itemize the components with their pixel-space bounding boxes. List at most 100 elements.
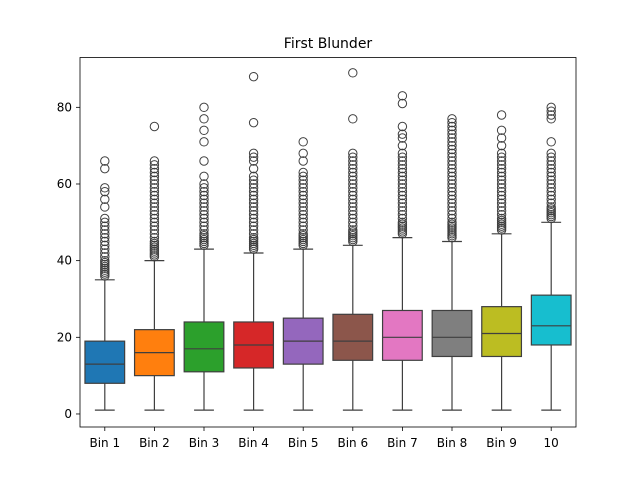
outlier-point	[199, 186, 209, 197]
outlier-point	[248, 194, 259, 205]
outlier-point	[546, 137, 556, 147]
outlier-point	[546, 163, 556, 174]
outlier-point	[149, 171, 160, 182]
outlier-point	[397, 186, 408, 197]
outlier-point	[100, 183, 110, 193]
outlier-point	[248, 117, 259, 128]
outlier-point	[248, 206, 259, 216]
outlier-point	[100, 202, 110, 212]
outlier-point	[149, 221, 160, 231]
y-tick-label: 20	[57, 330, 72, 344]
outlier-point	[546, 148, 556, 159]
x-tick-label: 10	[544, 436, 559, 450]
outlier-point	[447, 114, 457, 124]
outlier-point	[348, 156, 358, 166]
outlier-point	[496, 163, 507, 174]
y-tick-label: 80	[57, 100, 72, 114]
outlier-point	[199, 221, 209, 231]
outlier-point	[447, 160, 457, 170]
outlier-point	[100, 240, 110, 251]
outlier-point	[248, 221, 259, 231]
outlier-point	[496, 175, 507, 185]
outlier-point	[298, 217, 308, 228]
outlier-point	[397, 160, 408, 170]
axes-frame	[79, 57, 577, 428]
outlier-point	[248, 156, 259, 166]
outlier-point	[397, 175, 408, 185]
y-tick-label: 0	[64, 407, 72, 421]
outlier-point	[397, 91, 408, 101]
outlier-point	[397, 217, 408, 228]
outlier-point	[546, 194, 556, 205]
outlier-point	[397, 213, 408, 224]
outlier-point	[298, 175, 308, 185]
outlier-point	[447, 156, 457, 166]
outlier-point	[199, 229, 209, 239]
outlier-point	[447, 213, 457, 224]
outlier-point	[199, 114, 209, 124]
outlier-point	[248, 198, 259, 208]
outlier-point	[149, 229, 160, 239]
outlier-point	[248, 190, 259, 201]
outlier-point	[546, 102, 556, 113]
outlier-point	[248, 71, 259, 82]
outlier-point	[496, 160, 507, 170]
outlier-point	[496, 156, 507, 166]
outlier-point	[298, 137, 308, 147]
outlier-point	[298, 186, 308, 197]
outlier-point	[149, 160, 160, 170]
outlier-point	[348, 175, 358, 185]
outlier-point	[397, 133, 408, 143]
outlier-point	[447, 129, 457, 139]
outlier-point	[397, 171, 408, 182]
outlier-point	[447, 206, 457, 216]
outlier-point	[397, 194, 408, 205]
outlier-point	[298, 194, 308, 205]
x-axis: Bin 1 Bin 2 Bin 3 Bin 4 Bin 5 Bin 6 Bin 7 Bin 8…	[89, 427, 559, 450]
outlier-point	[496, 209, 507, 220]
outlier-point	[199, 209, 209, 220]
outlier-point	[199, 183, 209, 193]
box-group-3	[183, 102, 225, 411]
outlier-point	[546, 190, 556, 201]
box-body	[381, 309, 423, 361]
outlier-point	[199, 137, 209, 147]
outlier-point	[397, 183, 408, 193]
box-body	[183, 321, 225, 373]
outlier-point	[397, 148, 408, 159]
outlier-point	[496, 133, 507, 143]
outlier-point	[546, 110, 556, 120]
outlier-point	[199, 225, 209, 235]
outlier-point	[298, 225, 308, 235]
outlier-point	[149, 209, 160, 220]
outlier-point	[100, 255, 110, 266]
outlier-point	[546, 179, 556, 189]
box-body	[84, 340, 126, 384]
outlier-point	[248, 232, 259, 243]
outlier-point	[348, 213, 358, 224]
y-axis: 0 20 40 60 80	[57, 100, 80, 421]
box-group-8	[431, 114, 473, 411]
box-group-2	[133, 121, 175, 411]
outlier-point	[397, 140, 408, 151]
outlier-point	[397, 152, 408, 162]
outlier-point	[149, 198, 160, 208]
outlier-point	[248, 175, 259, 185]
outlier-point	[149, 213, 160, 224]
x-tick-label: Bin 6	[337, 436, 368, 450]
outlier-point	[348, 202, 358, 212]
x-tick-label: Bin 2	[139, 436, 170, 450]
outlier-point	[149, 232, 160, 243]
outlier-point	[397, 163, 408, 174]
y-tick-label: 40	[57, 254, 72, 268]
outlier-point	[149, 156, 160, 166]
outlier-point	[149, 194, 160, 205]
outlier-point	[447, 117, 457, 128]
outlier-point	[199, 198, 209, 208]
outlier-point	[447, 140, 457, 151]
outlier-point	[298, 221, 308, 231]
y-tick-label: 60	[57, 177, 72, 191]
outlier-point	[496, 213, 507, 224]
outlier-point	[496, 140, 507, 151]
